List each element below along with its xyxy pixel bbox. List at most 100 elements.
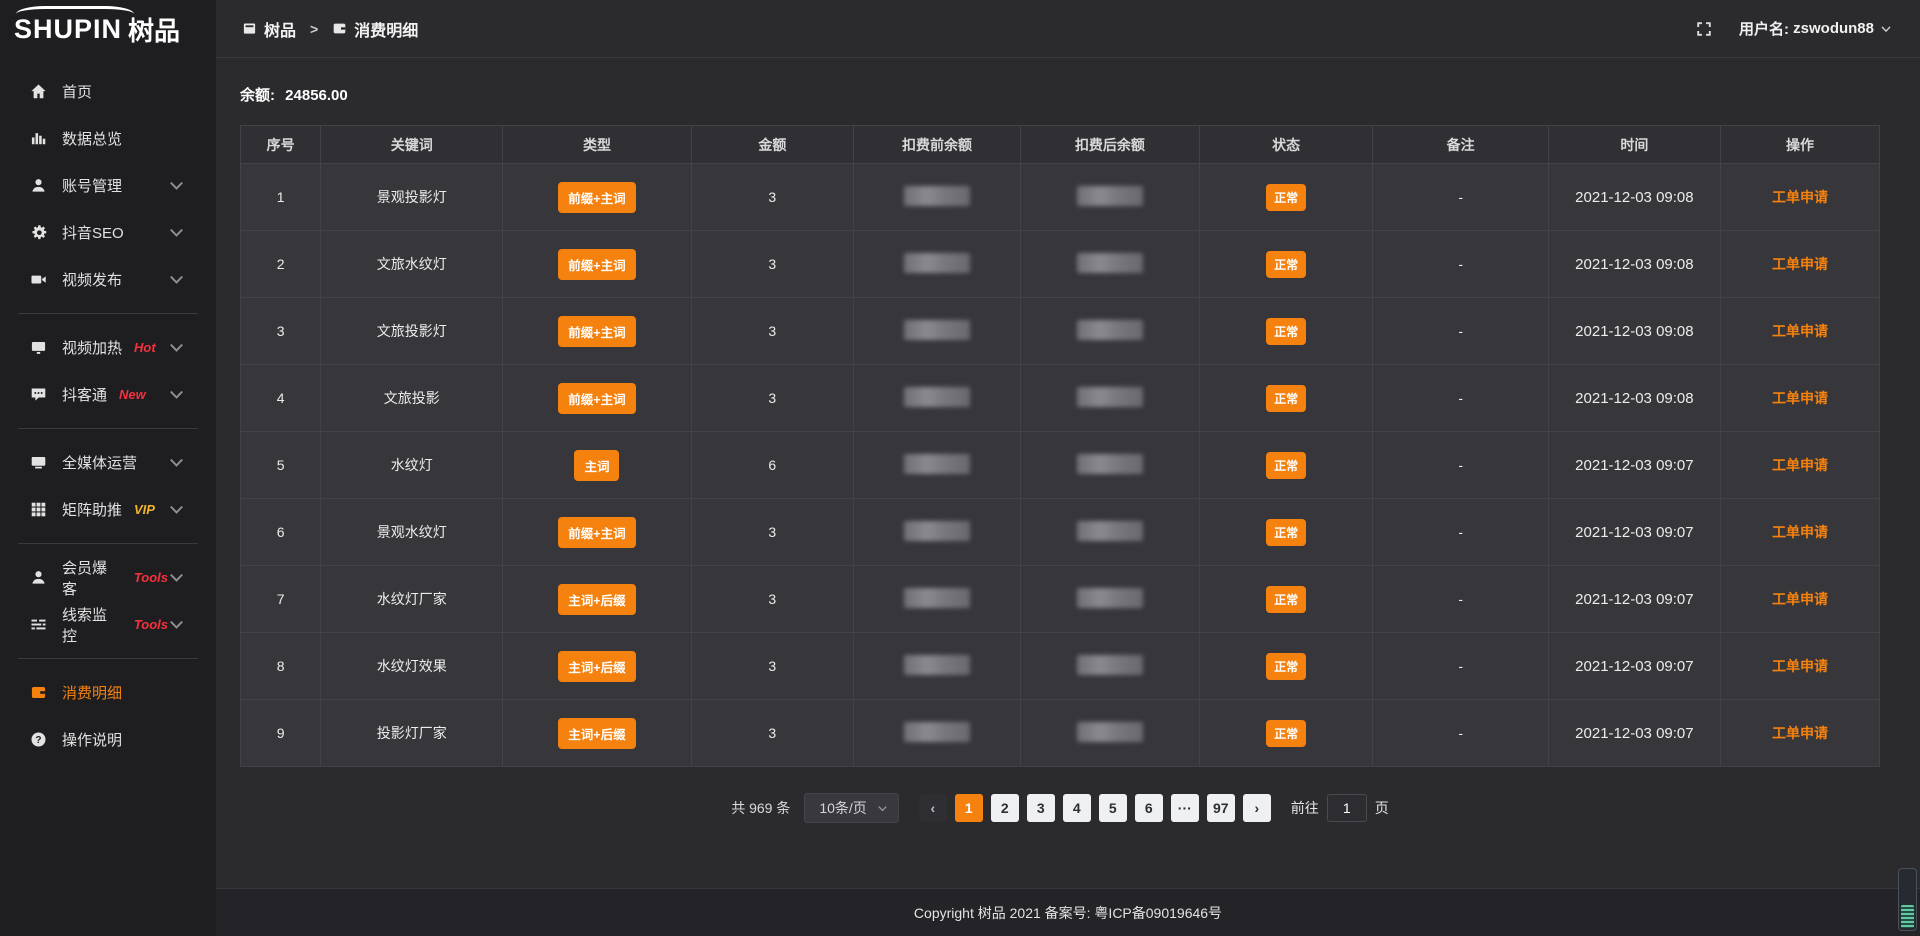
cell-index: 3 <box>239 297 322 365</box>
cell-keyword: 文旅水纹灯 <box>320 230 504 298</box>
work-order-link[interactable]: 工单申请 <box>1771 725 1828 741</box>
sidebar: SHUPIN 树品 首页 数据总览 账号管理 抖音SEO 视频发布 视频加热 Hot 抖客通 N… <box>0 0 216 936</box>
sidebar-item-consume-detail[interactable]: 消费明细 <box>0 669 216 716</box>
page-size-select[interactable]: 10条/页 <box>804 793 899 823</box>
cell-time: 2021-12-03 09:08 <box>1547 163 1721 231</box>
scrollbar-widget[interactable] <box>1898 868 1917 931</box>
cell-amount: 3 <box>690 632 854 700</box>
tv-icon <box>31 341 46 354</box>
table-row: 4 文旅投影 前缀+主词 3 正常 -2021-12-03 09:08 工单申请 <box>239 364 1881 432</box>
sidebar-item-badge: Hot <box>134 340 156 355</box>
cell-action: 工单申请 <box>1719 565 1881 633</box>
type-badge: 前缀+主词 <box>558 181 636 213</box>
cell-remark: - <box>1372 565 1549 633</box>
page-button-6[interactable]: 6 <box>1134 794 1163 822</box>
page-ellipsis[interactable]: ··· <box>1170 794 1199 822</box>
column-header-5: 扣费前余额 <box>852 125 1022 164</box>
breadcrumb-label: 消费明细 <box>354 22 419 40</box>
work-order-link[interactable]: 工单申请 <box>1771 457 1828 473</box>
sidebar-item-member-baoke[interactable]: 会员爆客 Tools <box>0 554 216 601</box>
work-order-link[interactable]: 工单申请 <box>1771 390 1828 406</box>
user-dropdown[interactable]: 用户名: zswodun88 <box>1739 18 1892 39</box>
work-order-link[interactable]: 工单申请 <box>1771 323 1828 339</box>
cell-time: 2021-12-03 09:08 <box>1547 364 1721 432</box>
column-header-9: 时间 <box>1547 125 1721 164</box>
cell-keyword: 水纹灯 <box>320 431 504 499</box>
sidebar-item-video-publish[interactable]: 视频发布 <box>0 256 216 303</box>
sidebar-item-lead-monitor[interactable]: 线索监控 Tools <box>0 601 216 648</box>
work-order-link[interactable]: 工单申请 <box>1771 658 1828 674</box>
sidebar-item-douyin-seo[interactable]: 抖音SEO <box>0 209 216 256</box>
sidebar-item-data-overview[interactable]: 数据总览 <box>0 115 216 162</box>
page-button-2[interactable]: 2 <box>990 794 1019 822</box>
sidebar-item-video-heating[interactable]: 视频加热 Hot <box>0 324 216 371</box>
scrollbar-stripes <box>1901 905 1914 928</box>
cell-index: 1 <box>239 163 322 231</box>
sidebar-item-matrix-boost[interactable]: 矩阵助推 VIP <box>0 486 216 533</box>
redacted-balance-after <box>1076 252 1143 273</box>
chevron-down-icon <box>170 343 183 352</box>
grid-icon <box>31 502 46 517</box>
cell-keyword: 景观水纹灯 <box>320 498 504 566</box>
type-badge: 前缀+主词 <box>558 248 636 280</box>
goto-page-input[interactable] <box>1326 794 1367 822</box>
cell-amount: 3 <box>690 699 854 767</box>
sidebar-item-label: 视频加热 <box>62 340 123 357</box>
prev-page-button[interactable]: ‹ <box>918 794 947 822</box>
type-badge: 主词+后缀 <box>558 650 636 682</box>
cell-amount: 3 <box>690 297 854 365</box>
breadcrumb-item-consume-detail[interactable]: 消费明细 <box>332 17 418 41</box>
work-order-link[interactable]: 工单申请 <box>1771 524 1828 540</box>
status-badge: 正常 <box>1266 317 1307 345</box>
cell-balance-before <box>852 364 1022 432</box>
work-order-link[interactable]: 工单申请 <box>1771 189 1828 205</box>
consume-table: 序号 关键词 类型 金额 扣费前余额 扣费后余额 状态 备注 时间 操作 1 景观投影灯 前缀+主词 3… <box>239 125 1881 767</box>
sidebar-item-operation-guide[interactable]: ? 操作说明 <box>0 716 216 763</box>
cell-action: 工单申请 <box>1719 230 1881 298</box>
page-button-4[interactable]: 4 <box>1062 794 1091 822</box>
sidebar-item-label: 抖音SEO <box>62 225 124 242</box>
page-button-3[interactable]: 3 <box>1026 794 1055 822</box>
cell-index: 6 <box>239 498 322 566</box>
cell-balance-after <box>1020 163 1200 231</box>
sidebar-item-label: 消费明细 <box>62 685 123 702</box>
redacted-balance-before <box>904 453 971 474</box>
work-order-link[interactable]: 工单申请 <box>1771 256 1828 272</box>
sidebar-item-label: 线索监控 <box>62 606 108 645</box>
work-order-link[interactable]: 工单申请 <box>1771 591 1828 607</box>
content: 余额: 24856.00 序号 关键词 类型 金额 扣费前余额 扣费后余额 状态 备注 时间 操作… <box>216 58 1920 888</box>
logo-text-cn: 树品 <box>128 15 181 46</box>
fullscreen-button[interactable] <box>1695 20 1713 38</box>
redacted-balance-after <box>1076 587 1143 608</box>
cell-type: 前缀+主词 <box>502 297 692 365</box>
sidebar-item-account-manage[interactable]: 账号管理 <box>0 162 216 209</box>
video-icon <box>31 275 46 284</box>
cell-balance-before <box>852 498 1022 566</box>
page-button-1[interactable]: 1 <box>954 794 983 822</box>
sidebar-item-label: 抖客通 <box>62 387 108 404</box>
sidebar-item-label: 操作说明 <box>62 732 123 749</box>
pagination-total: 共 969 条 <box>731 800 791 816</box>
next-page-button[interactable]: › <box>1242 794 1271 822</box>
sidebar-item-label: 会员爆客 <box>62 559 108 598</box>
cell-time: 2021-12-03 09:07 <box>1547 699 1721 767</box>
sidebar-item-all-media-operation[interactable]: 全媒体运营 <box>0 439 216 486</box>
table-row: 9 投影灯厂家 主词+后缀 3 正常 -2021-12-03 09:07 工单申请 <box>239 699 1881 767</box>
breadcrumb-item-shupin[interactable]: 树品 <box>242 17 296 41</box>
sidebar-item-home[interactable]: 首页 <box>0 68 216 115</box>
cell-remark: - <box>1372 498 1549 566</box>
cell-action: 工单申请 <box>1719 699 1881 767</box>
goto-label: 前往 <box>1290 800 1319 816</box>
page-button-5[interactable]: 5 <box>1098 794 1127 822</box>
balance-value: 24856.00 <box>285 87 348 104</box>
redacted-balance-after <box>1076 654 1143 675</box>
sidebar-item-douketong[interactable]: 抖客通 New <box>0 371 216 418</box>
sidebar-item-badge: VIP <box>134 502 155 517</box>
cell-balance-before <box>852 632 1022 700</box>
cell-index: 5 <box>239 431 322 499</box>
page-button-97[interactable]: 97 <box>1206 794 1235 822</box>
redacted-balance-before <box>904 587 971 608</box>
sidebar-item-badge: Tools <box>133 617 168 632</box>
status-badge: 正常 <box>1266 585 1307 613</box>
